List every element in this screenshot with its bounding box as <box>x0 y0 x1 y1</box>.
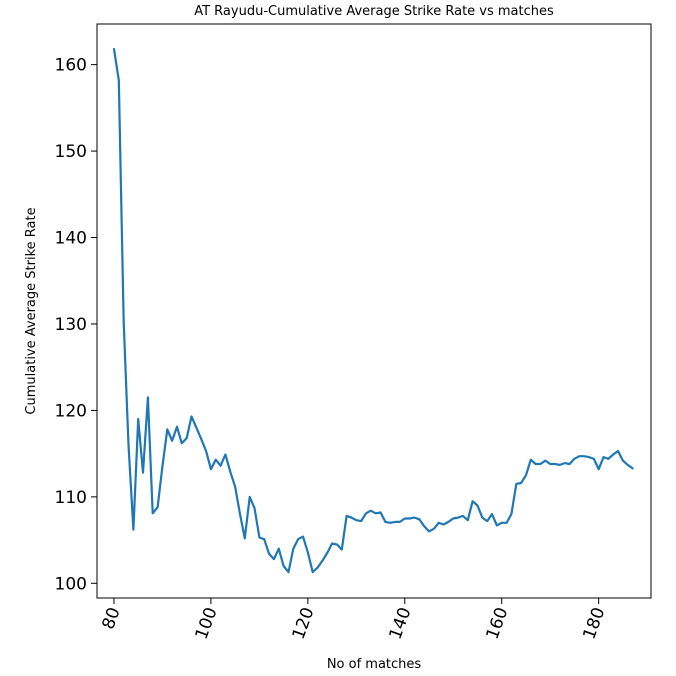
y-tick-label: 130 <box>55 315 87 335</box>
x-tick-label: 100 <box>192 605 222 642</box>
y-tick-label: 150 <box>55 142 87 162</box>
x-tick-label: 120 <box>289 605 319 642</box>
x-tick-label: 80 <box>98 605 124 632</box>
y-axis: 100 110 120 130 140 150 160 <box>55 56 97 594</box>
y-axis-label: Cumulative Average Strike Rate <box>24 207 39 414</box>
x-tick-label: 160 <box>483 605 513 642</box>
y-tick-label: 100 <box>55 574 87 594</box>
x-axis: 80 100 120 140 160 180 <box>98 598 609 642</box>
series-line <box>112 47 634 574</box>
x-tick-label: 180 <box>579 605 609 642</box>
y-tick-label: 140 <box>55 229 87 249</box>
x-axis-label: No of matches <box>327 657 422 672</box>
y-tick-label: 110 <box>55 488 87 508</box>
y-tick-label: 120 <box>55 401 87 421</box>
x-tick-label: 140 <box>386 605 416 642</box>
plot-frame <box>96 23 652 599</box>
chart-title: AT Rayudu-Cumulative Average Strike Rate… <box>194 4 554 19</box>
y-tick-label: 160 <box>55 56 87 76</box>
